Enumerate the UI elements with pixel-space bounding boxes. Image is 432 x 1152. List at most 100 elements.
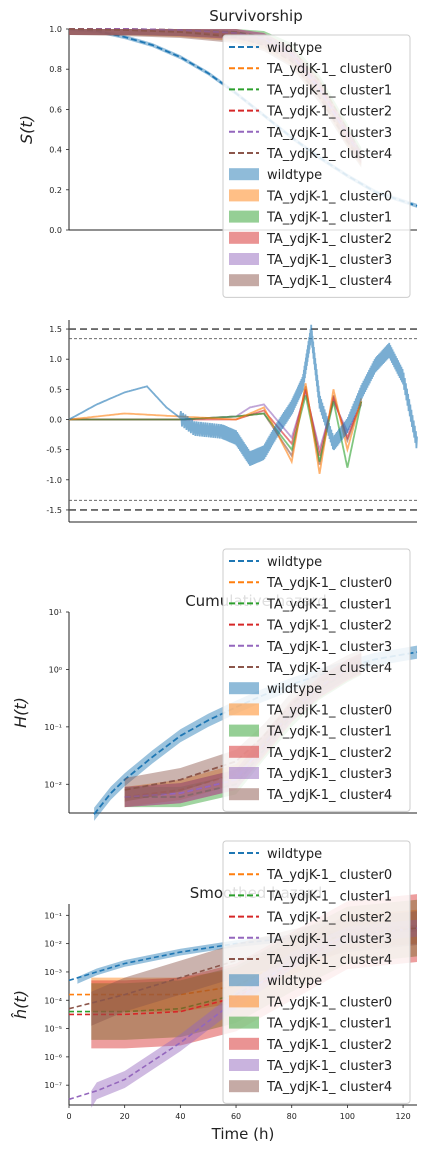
legend-patch-swatch xyxy=(229,745,259,758)
legend-patch-swatch xyxy=(229,231,259,244)
legend-label: wildtype xyxy=(267,168,322,183)
panel-difference: -1.5 -1.0 -0.5 0.0 0.5 1.0 1.5 xyxy=(46,320,418,523)
legend-patch-swatch xyxy=(229,253,259,265)
y-axis-label: S(t) xyxy=(17,115,36,144)
legend-label: TA_ydjK-1_ cluster1 xyxy=(266,1017,392,1032)
legend-label: TA_ydjK-1_ cluster1 xyxy=(266,889,392,904)
panel-survivorship: Survivorship S(t) 0.0 0.2 0.4 0.6 0.8 1.0 wildty… xyxy=(17,7,418,298)
panel-title: Survivorship xyxy=(209,7,302,25)
y-tick-label: 10⁻¹ xyxy=(44,911,62,920)
legend-label: TA_ydjK-1_ cluster3 xyxy=(266,126,392,141)
legend-patch-swatch xyxy=(229,682,259,695)
legend-frame xyxy=(222,34,411,298)
x-axis-label: Time (h) xyxy=(211,1125,275,1143)
legend-patch-swatch xyxy=(229,995,259,1008)
y-tick-label: 0.5 xyxy=(49,385,62,394)
legend-label: TA_ydjK-1_ cluster2 xyxy=(266,105,392,120)
legend-patch-swatch xyxy=(229,274,259,287)
y-tick-label: 10⁻⁴ xyxy=(44,996,62,1005)
legend-patch-swatch xyxy=(229,788,259,801)
y-tick-label: 0.2 xyxy=(49,186,62,195)
y-tick-label: 0.4 xyxy=(49,146,62,155)
legend-patch-swatch xyxy=(229,1059,259,1071)
y-tick-label: 1.0 xyxy=(49,355,62,364)
legend-patch-swatch xyxy=(229,168,259,181)
series-line xyxy=(69,389,363,454)
legend-label: TA_ydjK-1_ cluster4 xyxy=(266,274,392,289)
legend-label: wildtype xyxy=(267,555,322,570)
y-tick-label: 10⁰ xyxy=(49,665,62,674)
legend-patch-swatch xyxy=(229,974,259,987)
series-line xyxy=(69,389,363,456)
y-axis-label: ĥ(t) xyxy=(11,990,30,1019)
legend-label: wildtype xyxy=(267,682,322,697)
y-tick-label: -1.5 xyxy=(46,506,62,515)
series-line xyxy=(68,383,363,474)
y-tick-label: -1.0 xyxy=(46,476,62,485)
legend-patch-swatch xyxy=(229,1016,259,1029)
y-tick-label: 10⁻¹ xyxy=(44,723,62,732)
legend-label: TA_ydjK-1_ cluster1 xyxy=(266,83,392,98)
legend-label: TA_ydjK-1_ cluster1 xyxy=(266,597,392,612)
legend: wildtype TA_ydjK-1_ cluster0 TA_ydjK-1_ cl… xyxy=(222,34,411,298)
legend: wildtype TA_ydjK-1_ cluster0 TA_ydjK-1_ cl… xyxy=(222,548,411,812)
y-tick-label: 10⁻² xyxy=(44,940,62,949)
legend-label: TA_ydjK-1_ cluster1 xyxy=(266,725,392,740)
legend-label: TA_ydjK-1_ cluster3 xyxy=(266,1059,392,1074)
legend-patch-swatch xyxy=(229,1080,259,1093)
x-tick-label: 80 xyxy=(287,1112,297,1121)
x-tick-label: 0 xyxy=(66,1112,71,1121)
legend-label: TA_ydjK-1_ cluster2 xyxy=(266,746,392,761)
x-tick-label: 100 xyxy=(340,1112,355,1121)
y-tick-label: 0.8 xyxy=(49,65,62,74)
y-tick-label: 10⁻⁶ xyxy=(44,1053,62,1062)
y-tick-label: 10¹ xyxy=(49,608,62,617)
legend-label: TA_ydjK-1_ cluster0 xyxy=(266,995,392,1010)
legend-label: TA_ydjK-1_ cluster4 xyxy=(266,661,392,676)
y-tick-label: 10⁻⁷ xyxy=(44,1081,62,1090)
legend-patch-swatch xyxy=(229,703,259,716)
legend-label: TA_ydjK-1_ cluster3 xyxy=(266,767,392,782)
legend-patch-swatch xyxy=(229,210,259,223)
legend-label: TA_ydjK-1_ cluster4 xyxy=(266,1080,392,1095)
legend-patch-swatch xyxy=(229,189,259,202)
legend-label: TA_ydjK-1_ cluster2 xyxy=(266,232,392,247)
y-tick-label: 10⁻² xyxy=(44,780,62,789)
y-tick-label: 10⁻³ xyxy=(44,968,62,977)
legend-label: TA_ydjK-1_ cluster0 xyxy=(266,868,392,883)
legend-label: TA_ydjK-1_ cluster1 xyxy=(266,211,392,226)
y-tick-label: 0.0 xyxy=(49,415,62,424)
legend-label: wildtype xyxy=(267,847,322,862)
legend-label: TA_ydjK-1_ cluster3 xyxy=(266,253,392,268)
legend: wildtype TA_ydjK-1_ cluster0 TA_ydjK-1_ cl… xyxy=(222,840,411,1104)
legend-frame xyxy=(222,548,411,812)
y-tick-label: 0.6 xyxy=(49,105,62,114)
legend-label: TA_ydjK-1_ cluster2 xyxy=(266,619,392,634)
legend-label: TA_ydjK-1_ cluster4 xyxy=(266,147,392,162)
x-tick-label: 60 xyxy=(231,1112,241,1121)
panel-cumulative-hazard: Cumulative hazardH(t)10⁻²10⁻¹10⁰10¹wildt… xyxy=(11,548,418,821)
legend-label: TA_ydjK-1_ cluster2 xyxy=(266,1038,392,1053)
y-tick-label: -0.5 xyxy=(46,446,62,455)
legend-label: TA_ydjK-1_ cluster0 xyxy=(266,62,392,77)
legend-patch-swatch xyxy=(229,1037,259,1050)
legend-label: TA_ydjK-1_ cluster0 xyxy=(266,189,392,204)
x-tick-label: 120 xyxy=(395,1112,410,1121)
x-tick-label: 20 xyxy=(120,1112,130,1121)
legend-patch-swatch xyxy=(229,724,259,737)
legend-label: TA_ydjK-1_ cluster4 xyxy=(266,788,392,803)
legend-label: TA_ydjK-1_ cluster3 xyxy=(266,640,392,655)
x-tick-label: 40 xyxy=(175,1112,185,1121)
legend-label: TA_ydjK-1_ cluster4 xyxy=(266,953,392,968)
legend-label: TA_ydjK-1_ cluster0 xyxy=(266,576,392,591)
legend-label: wildtype xyxy=(267,41,322,56)
series-line xyxy=(69,395,363,468)
legend-label: TA_ydjK-1_ cluster0 xyxy=(266,703,392,718)
y-tick-label: 1.0 xyxy=(49,25,62,34)
series-line xyxy=(68,324,418,466)
y-tick-label: 0.0 xyxy=(49,226,62,235)
legend-frame xyxy=(222,840,411,1104)
legend-patch-swatch xyxy=(229,767,259,779)
y-axis-label: H(t) xyxy=(11,697,30,728)
